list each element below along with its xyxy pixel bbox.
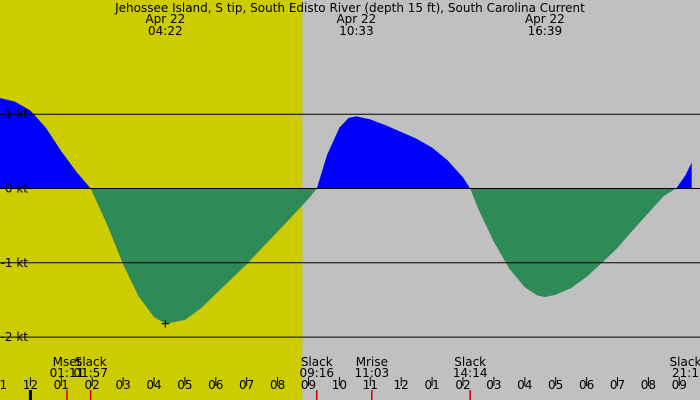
x-tick-label: 07 <box>239 378 254 392</box>
x-tick-label: 03 <box>486 378 501 392</box>
x-tick-label: 08 <box>641 378 656 392</box>
top-event-time: 04:22 <box>148 24 183 38</box>
y-tick-label: -2 kt <box>1 330 29 344</box>
bottom-event-time: 01:57 <box>73 366 108 380</box>
bottom-event-time: 21:1 <box>672 366 699 380</box>
x-tick-label: 02 <box>85 378 100 392</box>
x-tick-label: 01 <box>424 378 439 392</box>
bottom-event-name: Mset <box>53 355 82 369</box>
x-tick-label: 09 <box>301 378 316 392</box>
bottom-event-name: Slack <box>670 355 700 369</box>
x-tick-label: 12 <box>394 378 409 392</box>
x-tick-label: 05 <box>548 378 563 392</box>
x-tick-label: 07 <box>610 378 625 392</box>
ebb-area <box>90 188 317 324</box>
flood-area <box>0 98 91 189</box>
midnight-marker <box>28 390 32 400</box>
x-tick-label: 05 <box>177 378 192 392</box>
y-tick-label: 1 kt <box>5 107 28 121</box>
x-tick-label: 02 <box>455 378 470 392</box>
x-tick-label: 04 <box>146 378 161 392</box>
bottom-event-time: 01:11 <box>50 366 85 380</box>
bottom-event-name: Slack <box>301 355 333 369</box>
x-tick-label: 08 <box>270 378 285 392</box>
bottom-event-time: 14:14 <box>453 366 488 380</box>
x-tick-label: 11 <box>363 378 378 392</box>
top-event-date: Apr 22 <box>525 12 565 26</box>
x-tick-label: 04 <box>517 378 532 392</box>
x-tick-label: 10 <box>332 378 347 392</box>
y-tick-label: -1 kt <box>1 256 29 270</box>
x-tick-label: 03 <box>115 378 130 392</box>
ebb-area <box>470 188 677 297</box>
x-tick-label: 11 <box>0 378 7 392</box>
x-tick-label: 01 <box>54 378 69 392</box>
top-event-time: 16:39 <box>528 24 563 38</box>
bottom-event-name: Mrise <box>356 355 388 369</box>
bottom-event-name: Slack <box>75 355 107 369</box>
top-event-date: Apr 22 <box>336 12 376 26</box>
x-tick-label: 06 <box>579 378 594 392</box>
bottom-event-name: Slack <box>454 355 486 369</box>
x-tick-label: 06 <box>208 378 223 392</box>
flood-area <box>676 162 692 189</box>
bottom-event-time: 11:03 <box>355 366 390 380</box>
y-tick-label: 0 kt <box>5 182 28 196</box>
chart-title: Jehossee Island, S tip, South Edisto Riv… <box>114 1 585 15</box>
top-event-time: 10:33 <box>339 24 374 38</box>
top-event-date: Apr 22 <box>145 12 185 26</box>
bottom-event-time: 09:16 <box>299 366 334 380</box>
x-tick-label: 12 <box>23 378 38 392</box>
flood-area <box>316 116 471 189</box>
x-tick-label: 09 <box>672 378 687 392</box>
